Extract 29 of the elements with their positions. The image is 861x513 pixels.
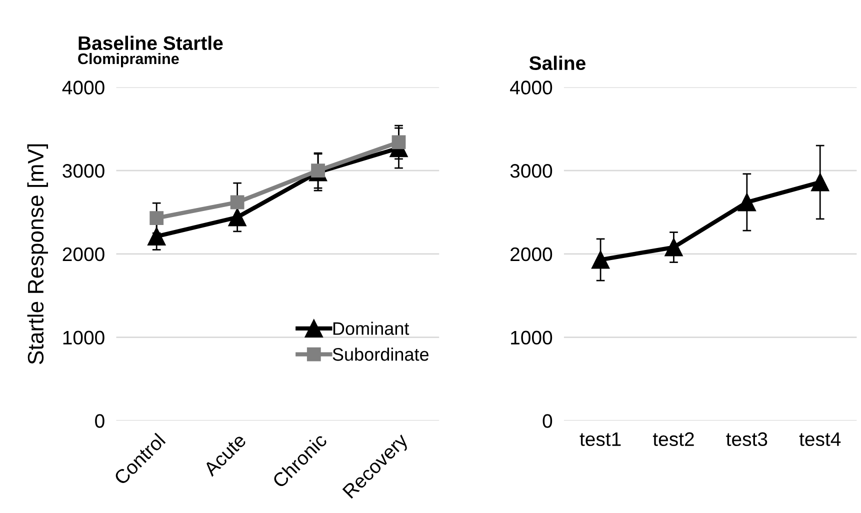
- x-tick-label: test4: [799, 432, 841, 446]
- point: [811, 173, 830, 192]
- point: [230, 195, 244, 210]
- y-tick-label: 1000: [511, 330, 552, 345]
- y-tick-label: 4000: [62, 80, 104, 94]
- y-tick-label: 2000: [62, 247, 104, 262]
- point: [592, 250, 610, 269]
- x-tick-label: test2: [652, 432, 694, 446]
- y-tick-label: 3000: [62, 164, 104, 178]
- y-tick-label: 3000: [510, 164, 552, 178]
- y-tick-label: 0: [542, 414, 552, 428]
- legend-label: Dominant: [333, 322, 410, 335]
- legend-label: Subordinate: [332, 348, 429, 361]
- point: [228, 208, 246, 226]
- point: [148, 227, 166, 246]
- y-axis-title: Startle Response [mV]: [27, 144, 48, 364]
- point: [150, 211, 164, 226]
- point: [392, 135, 406, 150]
- y-tick-label: 1000: [63, 330, 104, 345]
- point: [664, 238, 683, 256]
- x-tick-label: test1: [580, 432, 621, 446]
- chart-title: Saline: [529, 56, 586, 70]
- chart-subtitle: Clomipramine: [78, 52, 179, 68]
- x-tick-label: test3: [726, 432, 768, 446]
- y-tick-label: 2000: [510, 247, 552, 262]
- point: [738, 193, 756, 212]
- chart-title: Baseline Startle: [78, 36, 223, 50]
- y-tick-label: 4000: [510, 80, 552, 94]
- y-tick-label: 0: [95, 414, 104, 428]
